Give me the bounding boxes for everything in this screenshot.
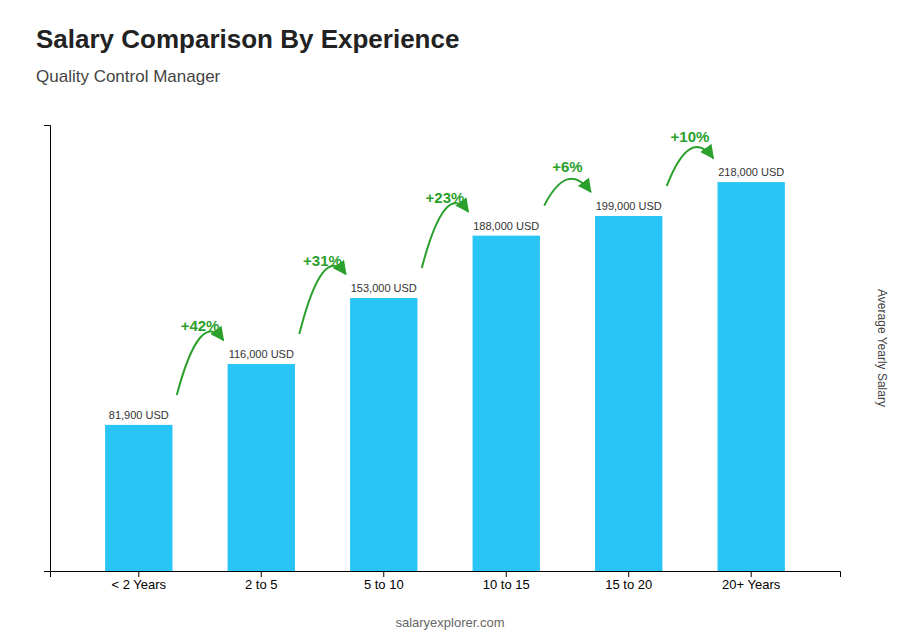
- y-axis: [44, 126, 51, 572]
- watermark: salaryexplorer.com: [395, 615, 504, 630]
- subtitle: Quality Control Manager: [36, 67, 221, 86]
- arrow: [299, 266, 345, 334]
- x-axis: < 2 Years 2 to 5 5 to 10 10 to 15 15 to 20 20…: [51, 571, 841, 592]
- arrow: [422, 203, 468, 268]
- x-tick: 15 to 20: [605, 571, 652, 592]
- annotation: +6%: [552, 158, 582, 175]
- data-label: 199,000 USD: [596, 200, 662, 212]
- data-label: 116,000 USD: [229, 348, 294, 360]
- bar: [350, 298, 417, 571]
- annotation: +42%: [181, 317, 220, 334]
- plot-area: < 2 Years 2 to 5 5 to 10 10 to 15 15 to 20 20…: [44, 126, 841, 593]
- data-label: 218,000 USD: [718, 166, 784, 178]
- x-tick-mark: [261, 571, 262, 577]
- x-axis-line: [51, 572, 841, 578]
- x-tick-mark: [506, 571, 507, 577]
- title: Salary Comparison By Experience: [36, 24, 459, 54]
- x-tick: 20+ Years: [722, 571, 781, 592]
- x-tick: 2 to 5: [245, 571, 278, 592]
- data-label: 153,000 USD: [351, 282, 417, 294]
- arrow: [667, 147, 713, 186]
- bar: [105, 425, 172, 571]
- x-tick: 5 to 10: [364, 571, 404, 592]
- x-tick-mark: [751, 571, 752, 577]
- bars: [105, 182, 785, 571]
- data-label: 81,900 USD: [109, 409, 169, 421]
- data-label: 188,000 USD: [473, 220, 539, 232]
- annotation: +23%: [426, 189, 465, 206]
- annotations: +42% +31% +23% +6% +10%: [177, 128, 713, 395]
- arrow: [544, 179, 590, 206]
- x-tick-mark: [383, 571, 384, 577]
- annotation: +10%: [671, 128, 710, 145]
- x-tick-mark: [628, 571, 629, 577]
- x-tick-label: 20+ Years: [722, 577, 781, 592]
- y-axis-line: [44, 126, 51, 572]
- x-tick-mark: [138, 571, 139, 577]
- arrow: [177, 331, 223, 394]
- x-tick: 10 to 15: [483, 571, 530, 592]
- data-labels: 81,900 USD 116,000 USD 153,000 USD 188,000 …: [109, 166, 784, 421]
- x-tick-label: < 2 Years: [112, 577, 167, 592]
- bar: [595, 216, 662, 571]
- annotation: +31%: [303, 252, 342, 269]
- x-tick-label: 5 to 10: [364, 577, 404, 592]
- x-tick: < 2 Years: [112, 571, 167, 592]
- bar: [228, 364, 295, 571]
- x-tick-label: 2 to 5: [245, 577, 278, 592]
- bar: [718, 182, 785, 571]
- bar: [473, 236, 540, 571]
- y-axis-title: Average Yearly Salary: [875, 289, 889, 407]
- x-tick-label: 15 to 20: [605, 577, 652, 592]
- x-tick-label: 10 to 15: [483, 577, 530, 592]
- chart: Salary Comparison By Experience Quality C…: [0, 0, 900, 641]
